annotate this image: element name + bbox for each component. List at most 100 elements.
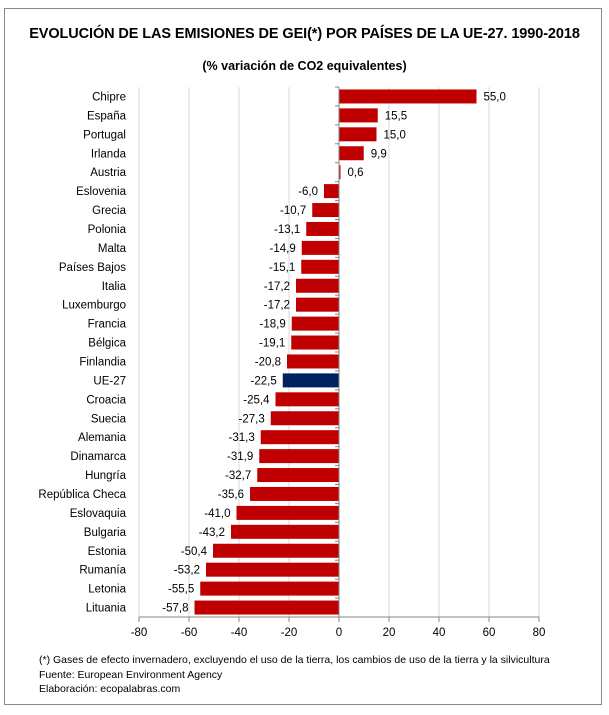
chart-title: EVOLUCIÓN DE LAS EMISIONES DE GEI(*) POR… [29, 26, 580, 42]
category-label: Luxemburgo [62, 300, 126, 312]
bar [339, 89, 477, 104]
chart-subtitle: (% variación de CO2 equivalentes) [202, 59, 407, 73]
category-label: Alemania [78, 432, 127, 444]
data-label: -13,1 [274, 224, 300, 236]
category-label: Polonia [88, 224, 127, 236]
labels: -80 -60 -40 -20 0 20 40 60 80 Chipre 55,0 España 15,… [38, 91, 545, 639]
data-label: -15,1 [269, 262, 295, 274]
data-label: 9,9 [371, 148, 387, 160]
category-label: Eslovenia [76, 186, 126, 198]
category-label: UE-27 [93, 375, 126, 387]
data-label: -25,4 [243, 394, 270, 406]
chart-notes: (*) Gases de efecto invernadero, excluye… [39, 653, 550, 697]
category-label: Austria [90, 167, 126, 179]
category-label: Irlanda [91, 148, 127, 160]
category-label: Malta [98, 243, 127, 255]
bar [194, 600, 339, 615]
footnote: (*) Gases de efecto invernadero, excluye… [39, 654, 550, 666]
category-label: República Checa [38, 489, 126, 501]
category-label: Hungría [85, 470, 127, 482]
bar [339, 146, 364, 161]
bar [259, 449, 339, 464]
x-tick-label: 40 [433, 627, 446, 639]
category-label: Italia [102, 281, 127, 293]
data-label: -31,9 [227, 451, 253, 463]
axes [138, 86, 540, 622]
data-label: 55,0 [484, 91, 506, 103]
bar [291, 335, 339, 350]
data-label: -50,4 [181, 546, 208, 558]
category-label: Rumanía [79, 565, 126, 577]
data-label: -43,2 [199, 527, 225, 539]
category-label: Países Bajos [59, 262, 126, 274]
x-tick-label: 20 [383, 627, 396, 639]
category-label: Finlandia [79, 356, 126, 368]
bar [275, 392, 339, 407]
bar [296, 297, 339, 312]
bar [301, 240, 339, 255]
bar [206, 562, 339, 577]
bar [236, 505, 339, 520]
bar [291, 316, 339, 331]
category-label: Suecia [91, 413, 127, 425]
data-label: -6,0 [298, 186, 318, 198]
x-tick-label: 0 [336, 627, 342, 639]
bars [194, 89, 477, 615]
category-label: Bélgica [88, 338, 126, 350]
data-label: -32,7 [225, 470, 251, 482]
category-label: Estonia [88, 546, 127, 558]
data-label: 15,5 [385, 110, 407, 122]
category-label: Grecia [92, 205, 126, 217]
chart-frame [4, 8, 602, 705]
bar [213, 543, 339, 558]
x-tick-label: -80 [131, 627, 148, 639]
x-tick-label: -40 [231, 627, 248, 639]
data-label: -41,0 [204, 508, 230, 520]
bar [312, 203, 339, 218]
bar [339, 165, 341, 180]
data-label: -55,5 [168, 584, 194, 596]
bar [260, 430, 339, 445]
data-label: -17,2 [264, 300, 290, 312]
data-label: 15,0 [384, 129, 406, 141]
bar [301, 259, 339, 274]
data-label: -19,1 [259, 338, 285, 350]
bar [250, 486, 339, 501]
category-label: Eslovaquia [70, 508, 127, 520]
bar [270, 411, 339, 426]
source-note: Fuente: European Environment Agency [39, 668, 223, 681]
category-label: Chipre [92, 91, 126, 103]
data-label: -22,5 [251, 375, 277, 387]
bar [296, 278, 339, 293]
data-label: -31,3 [229, 432, 255, 444]
data-label: -53,2 [174, 565, 200, 577]
bar-highlight [282, 373, 339, 388]
data-label: -17,2 [264, 281, 290, 293]
category-label: Croacia [86, 394, 126, 406]
data-label: -57,8 [162, 603, 188, 615]
data-label: -35,6 [218, 489, 244, 501]
bar [324, 184, 339, 199]
data-label: -27,3 [239, 413, 265, 425]
x-tick-label: -20 [281, 627, 298, 639]
data-label: -10,7 [280, 205, 306, 217]
bar [339, 127, 377, 142]
bar [257, 468, 339, 483]
category-label: Bulgaria [84, 527, 127, 539]
category-label: Portugal [83, 129, 126, 141]
category-label: España [87, 110, 127, 122]
category-label: Lituania [86, 603, 127, 615]
bar [339, 108, 378, 123]
data-label: -18,9 [260, 319, 286, 331]
bar [306, 221, 339, 236]
credit-note: Elaboración: ecopalabras.com [39, 683, 181, 695]
data-label: 0,6 [348, 167, 364, 179]
category-label: Francia [88, 319, 127, 331]
bar [231, 524, 339, 539]
x-tick-label: -60 [181, 627, 198, 639]
data-label: -14,9 [270, 243, 296, 255]
category-label: Dinamarca [70, 451, 126, 463]
category-label: Letonia [88, 584, 126, 596]
data-label: -20,8 [255, 356, 281, 368]
